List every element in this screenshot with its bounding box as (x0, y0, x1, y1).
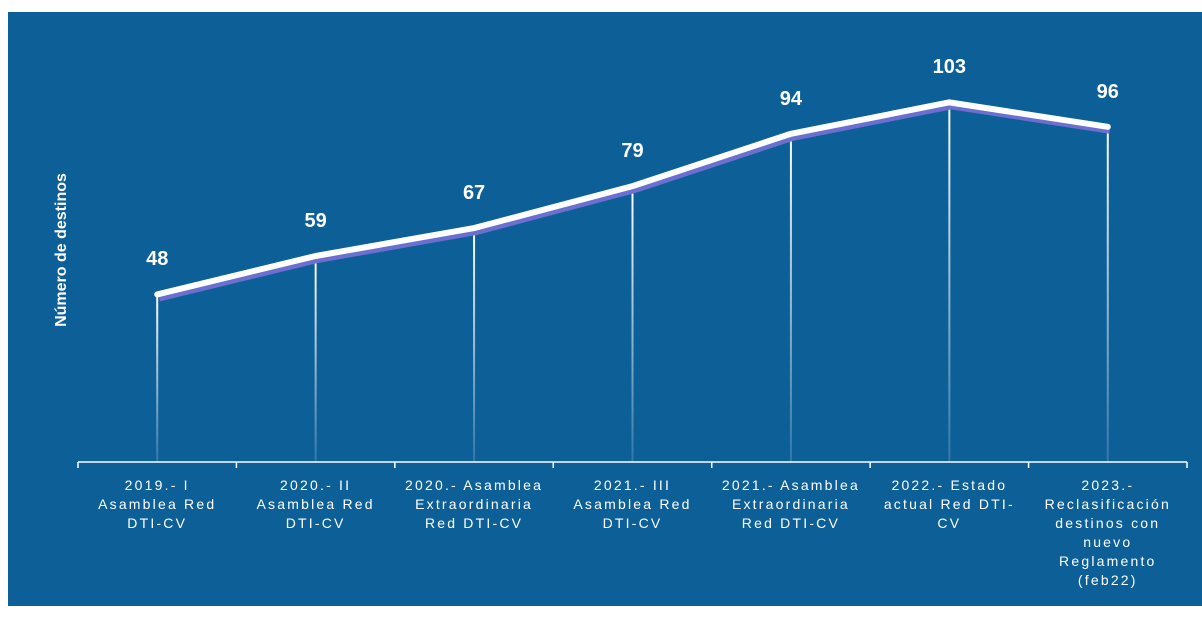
x-tick-label: 2022.- Estado actual Red DTI-CV (883, 477, 1015, 531)
drop-line (473, 228, 476, 462)
x-tick-label: 2023.- Reclasificación destinos con nuev… (1044, 477, 1171, 588)
chart: Número de destinos 2019.- I Asamblea Red… (8, 12, 1202, 606)
drop-line (314, 255, 317, 462)
data-label: 67 (462, 182, 486, 205)
drop-line (1106, 126, 1109, 463)
y-axis-title: Número de destinos (53, 173, 70, 327)
data-label: 48 (146, 248, 169, 271)
line (154, 99, 1111, 298)
data-label: 96 (1096, 80, 1119, 103)
x-tick-label: 2020.- Asamblea Extraordinaria Red DTI-C… (405, 477, 544, 531)
x-tick-label: 2019.- I Asamblea Red DTI-CV (98, 477, 217, 531)
drop-line (631, 186, 634, 463)
drop-line (156, 294, 159, 462)
line-shadow (158, 103, 1111, 302)
data-label: 59 (304, 209, 327, 232)
x-tick-label: 2021.- III Asamblea Red DTI-CV (573, 477, 692, 531)
drop-line (789, 133, 792, 462)
drop-line (948, 102, 951, 462)
data-label: 79 (621, 140, 644, 163)
data-label: 94 (779, 87, 803, 110)
x-tick-label: 2021.- Asamblea Extraordinaria Red DTI-C… (721, 477, 860, 531)
x-tick-label: 2020.- II Asamblea Red DTI-CV (256, 477, 375, 531)
data-label: 103 (932, 56, 967, 79)
plot (77, 99, 1188, 468)
